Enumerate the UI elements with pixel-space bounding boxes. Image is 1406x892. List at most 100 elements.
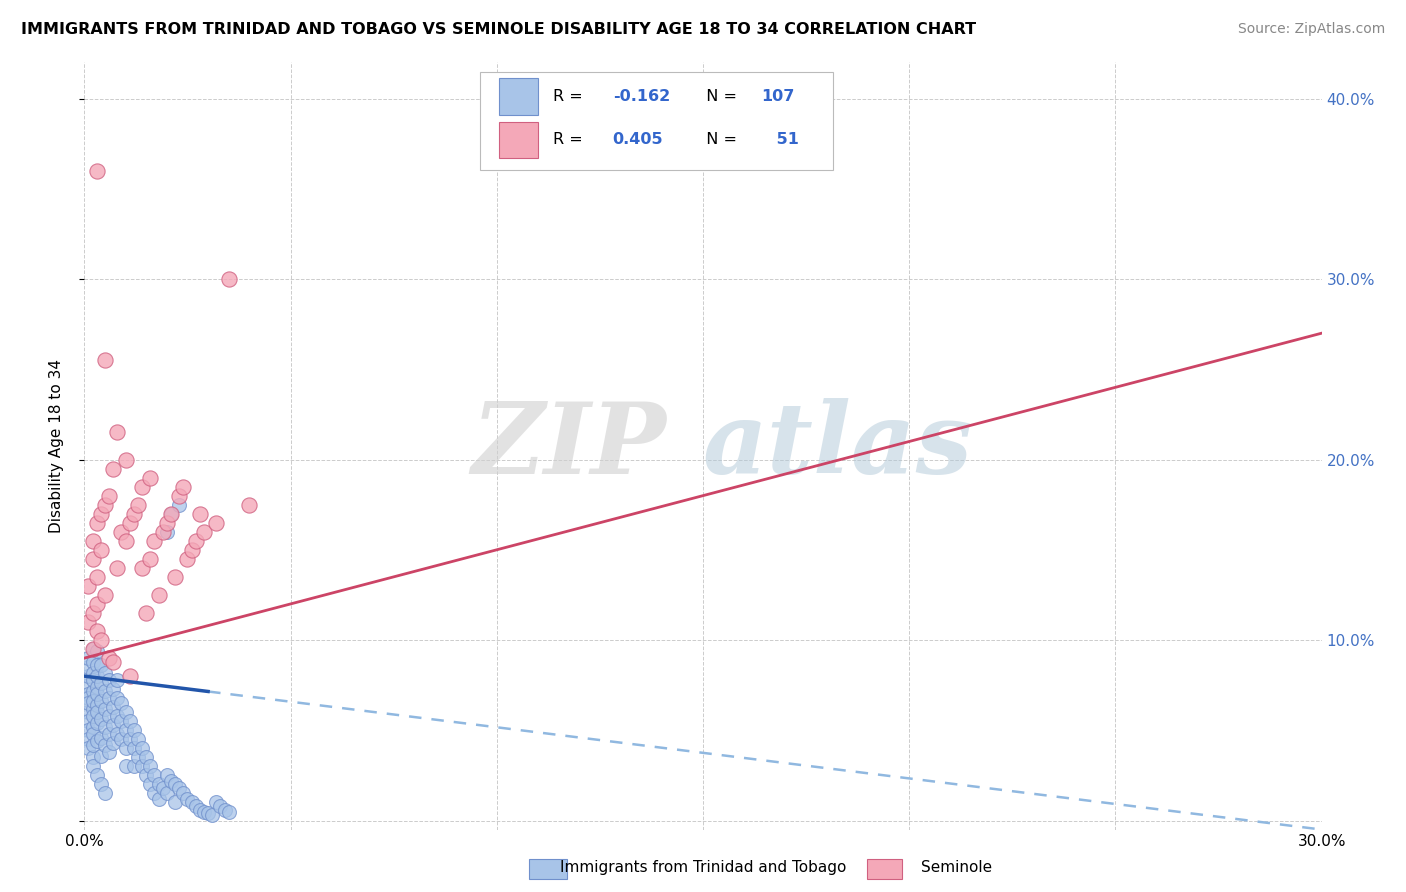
Point	[77, 651, 100, 665]
Point	[127, 498, 149, 512]
Point	[122, 507, 145, 521]
Point	[82, 606, 104, 620]
Point	[90, 658, 112, 673]
Text: Seminole: Seminole	[921, 860, 991, 874]
Point	[103, 681, 125, 696]
Point	[90, 676, 112, 690]
Point	[160, 507, 183, 521]
Point	[156, 516, 179, 530]
Point	[94, 720, 117, 734]
Point	[165, 570, 187, 584]
Point	[188, 803, 211, 817]
Point	[127, 750, 149, 764]
Point	[86, 570, 108, 584]
Point	[103, 461, 125, 475]
Point	[82, 759, 104, 773]
Point	[98, 690, 121, 705]
Point	[82, 683, 104, 698]
Text: Source: ZipAtlas.com: Source: ZipAtlas.com	[1237, 22, 1385, 37]
Point	[86, 698, 108, 712]
Point	[139, 551, 162, 566]
Point	[90, 777, 112, 791]
Point	[103, 718, 125, 732]
Point	[98, 745, 121, 759]
Text: N =: N =	[696, 88, 742, 103]
Point	[167, 780, 190, 795]
Point	[98, 727, 121, 741]
Point	[176, 551, 198, 566]
Point	[209, 799, 232, 814]
Point	[94, 588, 117, 602]
Point	[218, 272, 240, 286]
Point	[82, 533, 104, 548]
Point	[77, 687, 100, 701]
Point	[135, 606, 157, 620]
Point	[86, 163, 108, 178]
Bar	[866, 859, 903, 879]
Point	[118, 714, 141, 729]
Point	[118, 732, 141, 747]
Point	[90, 507, 112, 521]
Text: 51: 51	[770, 132, 799, 147]
Point	[139, 759, 162, 773]
Text: R =: R =	[554, 88, 588, 103]
Point	[131, 561, 153, 575]
Point	[94, 683, 117, 698]
Point	[172, 480, 194, 494]
Point	[165, 777, 187, 791]
Point	[156, 524, 179, 539]
Point	[148, 792, 170, 806]
Point	[82, 709, 104, 723]
Point	[82, 701, 104, 715]
Point	[105, 727, 128, 741]
Point	[114, 705, 136, 719]
Text: -0.162: -0.162	[613, 88, 669, 103]
Point	[90, 731, 112, 745]
Text: IMMIGRANTS FROM TRINIDAD AND TOBAGO VS SEMINOLE DISABILITY AGE 18 TO 34 CORRELAT: IMMIGRANTS FROM TRINIDAD AND TOBAGO VS S…	[21, 22, 976, 37]
Point	[135, 750, 157, 764]
Point	[152, 780, 174, 795]
Point	[197, 806, 219, 821]
Point	[82, 551, 104, 566]
FancyBboxPatch shape	[481, 71, 832, 169]
Point	[160, 507, 183, 521]
Point	[90, 694, 112, 708]
Point	[180, 796, 202, 810]
Point	[238, 498, 260, 512]
Point	[218, 805, 240, 819]
Point	[114, 759, 136, 773]
Point	[86, 597, 108, 611]
Point	[105, 673, 128, 687]
Point	[82, 694, 104, 708]
Point	[167, 489, 190, 503]
Point	[110, 714, 132, 729]
Text: Immigrants from Trinidad and Tobago: Immigrants from Trinidad and Tobago	[560, 860, 846, 874]
Point	[180, 542, 202, 557]
Point	[77, 696, 100, 710]
Point	[86, 768, 108, 782]
Point	[86, 687, 108, 701]
Point	[77, 579, 100, 593]
Bar	[530, 859, 568, 879]
Point	[214, 803, 236, 817]
Point	[90, 542, 112, 557]
Point	[139, 470, 162, 484]
Point	[103, 699, 125, 714]
Point	[86, 624, 108, 638]
Point	[160, 773, 183, 788]
Point	[86, 658, 108, 673]
Point	[143, 787, 166, 801]
Point	[86, 669, 108, 683]
Point	[148, 777, 170, 791]
Point	[77, 615, 100, 629]
Point	[77, 660, 100, 674]
Point	[77, 705, 100, 719]
Point	[103, 655, 125, 669]
Point	[77, 723, 100, 738]
Point	[122, 759, 145, 773]
Point	[118, 516, 141, 530]
Point	[105, 561, 128, 575]
Point	[86, 734, 108, 748]
Point	[82, 727, 104, 741]
Point	[167, 498, 190, 512]
